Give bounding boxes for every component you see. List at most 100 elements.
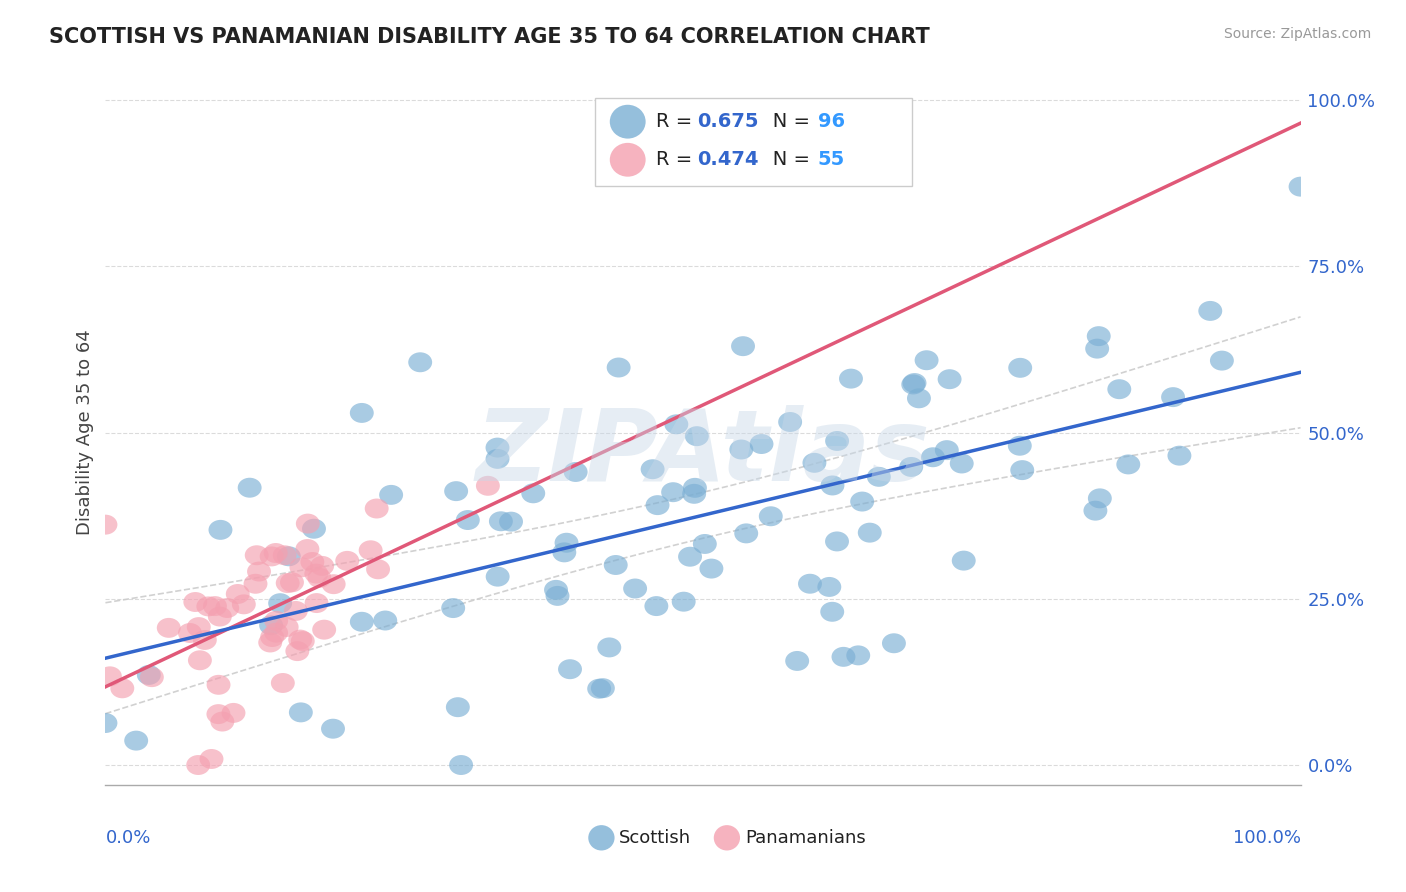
Ellipse shape <box>522 483 546 503</box>
Ellipse shape <box>553 542 576 562</box>
Text: N =: N = <box>755 150 817 169</box>
Text: Panamanians: Panamanians <box>745 829 866 847</box>
Ellipse shape <box>610 104 645 138</box>
Ellipse shape <box>785 651 808 671</box>
Ellipse shape <box>730 440 754 459</box>
Ellipse shape <box>110 678 134 698</box>
Ellipse shape <box>682 483 706 504</box>
Ellipse shape <box>243 574 267 594</box>
Y-axis label: Disability Age 35 to 64: Disability Age 35 to 64 <box>76 330 94 535</box>
Ellipse shape <box>831 647 855 667</box>
Ellipse shape <box>1087 326 1111 346</box>
Ellipse shape <box>311 556 335 576</box>
Ellipse shape <box>678 547 702 566</box>
Ellipse shape <box>1084 500 1108 521</box>
Ellipse shape <box>259 632 283 652</box>
Ellipse shape <box>1116 454 1140 475</box>
Ellipse shape <box>1108 379 1132 399</box>
Ellipse shape <box>312 620 336 640</box>
Ellipse shape <box>260 547 284 566</box>
Text: 0.675: 0.675 <box>697 112 758 131</box>
Ellipse shape <box>280 573 304 592</box>
Ellipse shape <box>259 615 283 635</box>
Ellipse shape <box>207 704 231 724</box>
Text: SCOTTISH VS PANAMANIAN DISABILITY AGE 35 TO 64 CORRELATION CHART: SCOTTISH VS PANAMANIAN DISABILITY AGE 35… <box>49 27 929 46</box>
Ellipse shape <box>603 555 627 575</box>
Ellipse shape <box>288 702 312 723</box>
Ellipse shape <box>564 462 588 482</box>
Ellipse shape <box>179 623 202 643</box>
Ellipse shape <box>644 596 668 616</box>
Ellipse shape <box>610 143 645 177</box>
Ellipse shape <box>598 638 621 657</box>
Ellipse shape <box>321 719 344 739</box>
Ellipse shape <box>98 666 122 686</box>
Text: 0.474: 0.474 <box>697 150 758 169</box>
Ellipse shape <box>273 545 297 566</box>
Ellipse shape <box>207 675 231 695</box>
Ellipse shape <box>238 478 262 498</box>
Ellipse shape <box>260 627 284 647</box>
Ellipse shape <box>820 602 844 622</box>
Ellipse shape <box>408 352 432 372</box>
Ellipse shape <box>187 617 211 637</box>
Ellipse shape <box>558 659 582 679</box>
Ellipse shape <box>291 632 315 651</box>
Text: Source: ZipAtlas.com: Source: ZipAtlas.com <box>1223 27 1371 41</box>
Ellipse shape <box>139 667 163 687</box>
Ellipse shape <box>269 593 292 613</box>
Ellipse shape <box>288 630 312 649</box>
Ellipse shape <box>645 495 669 515</box>
Ellipse shape <box>546 586 569 606</box>
Ellipse shape <box>183 592 207 612</box>
Ellipse shape <box>366 559 389 579</box>
Ellipse shape <box>226 584 250 604</box>
Ellipse shape <box>1198 301 1222 321</box>
Ellipse shape <box>699 558 723 579</box>
Ellipse shape <box>475 475 501 496</box>
Ellipse shape <box>778 412 801 432</box>
Ellipse shape <box>1161 387 1185 407</box>
Ellipse shape <box>882 633 905 653</box>
Ellipse shape <box>900 457 924 477</box>
Ellipse shape <box>821 475 845 495</box>
Ellipse shape <box>858 523 882 542</box>
Ellipse shape <box>302 519 326 539</box>
Ellipse shape <box>295 539 319 559</box>
Ellipse shape <box>449 755 472 775</box>
Ellipse shape <box>749 434 773 454</box>
Text: 100.0%: 100.0% <box>1233 829 1301 847</box>
Ellipse shape <box>186 755 209 775</box>
Ellipse shape <box>606 358 630 377</box>
Ellipse shape <box>544 580 568 599</box>
Ellipse shape <box>665 415 689 434</box>
Ellipse shape <box>952 550 976 571</box>
Ellipse shape <box>903 373 927 393</box>
Ellipse shape <box>290 558 314 577</box>
Ellipse shape <box>489 511 513 532</box>
Ellipse shape <box>846 646 870 665</box>
Ellipse shape <box>335 551 359 571</box>
Ellipse shape <box>591 678 614 698</box>
Ellipse shape <box>1288 177 1313 196</box>
Ellipse shape <box>208 607 232 626</box>
Ellipse shape <box>211 712 235 731</box>
Ellipse shape <box>731 336 755 356</box>
Ellipse shape <box>1008 358 1032 378</box>
Ellipse shape <box>444 481 468 501</box>
Ellipse shape <box>1088 489 1112 508</box>
Ellipse shape <box>264 543 288 563</box>
Ellipse shape <box>950 453 974 474</box>
Ellipse shape <box>1085 339 1109 359</box>
Ellipse shape <box>825 431 849 451</box>
Ellipse shape <box>693 534 717 554</box>
Ellipse shape <box>188 650 212 670</box>
Ellipse shape <box>284 601 308 621</box>
Text: 96: 96 <box>818 112 845 131</box>
Ellipse shape <box>799 574 823 594</box>
Ellipse shape <box>208 520 232 540</box>
Ellipse shape <box>136 665 160 685</box>
Ellipse shape <box>839 368 863 389</box>
FancyBboxPatch shape <box>596 98 912 186</box>
Ellipse shape <box>921 447 945 467</box>
